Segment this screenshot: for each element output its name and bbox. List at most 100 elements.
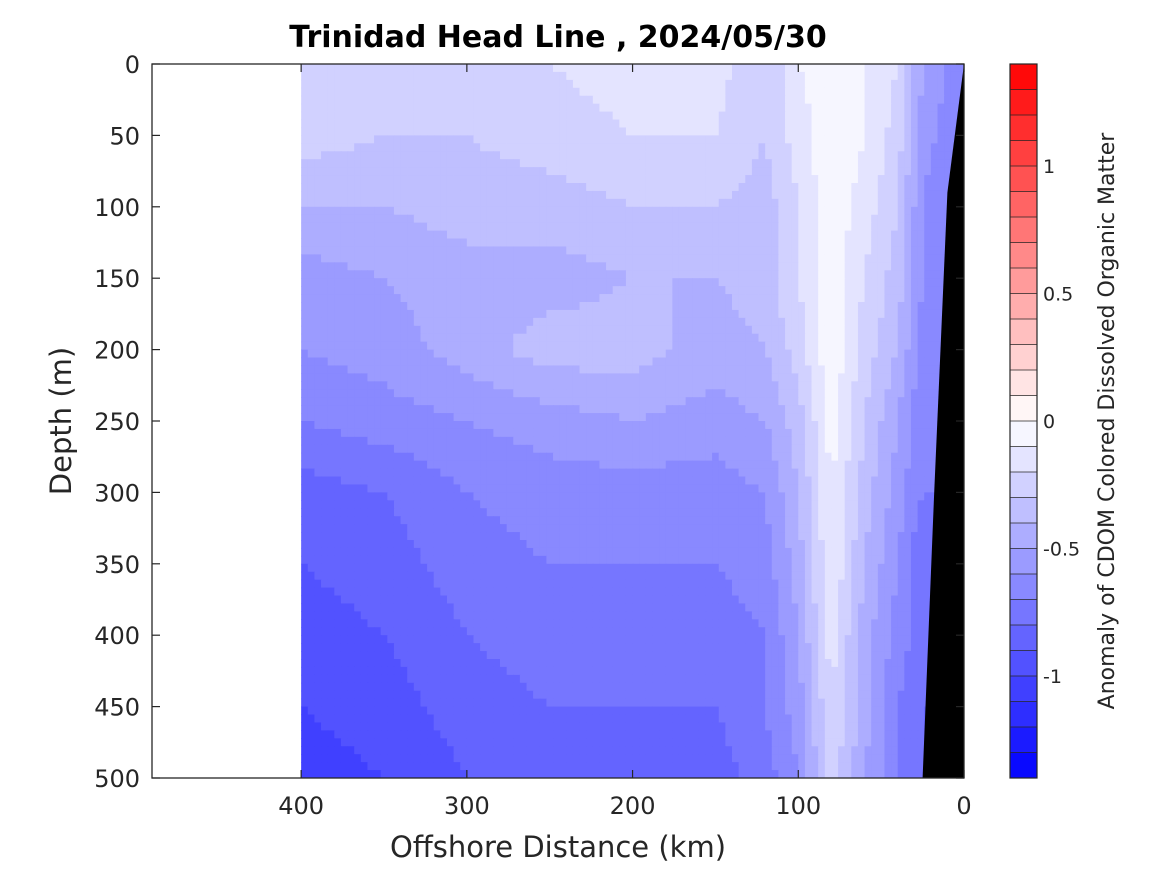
heatmap-cell [917, 95, 925, 105]
heatmap-cell [818, 238, 826, 248]
heatmap-cell [559, 428, 567, 438]
heatmap-cell [771, 270, 779, 279]
heatmap-cell [606, 262, 614, 271]
heatmap-cell [420, 278, 428, 287]
heatmap-cell [712, 317, 720, 327]
heatmap-cell [765, 95, 773, 105]
heatmap-cell [864, 167, 872, 176]
heatmap-cell [897, 79, 905, 89]
heatmap-cell [831, 389, 839, 398]
heatmap-cell [751, 183, 760, 192]
heatmap-cell [354, 286, 362, 295]
heatmap-cell [785, 452, 793, 462]
heatmap-cell [838, 365, 846, 374]
heatmap-cell [685, 159, 693, 168]
heatmap-cell [718, 64, 726, 73]
heatmap-cell [831, 254, 839, 263]
heatmap-cell [857, 405, 866, 414]
heatmap-cell [500, 230, 508, 240]
heatmap-cell [566, 421, 574, 430]
heatmap-cell [599, 452, 607, 462]
heatmap-cell [486, 254, 494, 263]
heatmap-cell [871, 341, 879, 351]
heatmap-cell [533, 119, 541, 129]
heatmap-cell [857, 452, 866, 462]
heatmap-cell [307, 151, 315, 160]
heatmap-cell [354, 444, 362, 454]
heatmap-cell [606, 325, 614, 335]
heatmap-cell [407, 365, 415, 374]
heatmap-cell [791, 405, 799, 414]
heatmap-cell [930, 357, 939, 367]
heatmap-cell [446, 397, 455, 406]
heatmap-cell [380, 302, 388, 311]
heatmap-cell [374, 159, 382, 168]
heatmap-cell [486, 214, 494, 224]
heatmap-cell [824, 151, 833, 160]
heatmap-cell [606, 143, 614, 152]
heatmap-cell [864, 436, 872, 446]
heatmap-cell [685, 452, 693, 462]
heatmap-cell [811, 413, 819, 422]
heatmap-cell [407, 302, 415, 311]
heatmap-cell [765, 214, 773, 224]
heatmap-cell [645, 381, 654, 390]
heatmap-cell [685, 79, 693, 89]
heatmap-cell [380, 262, 388, 271]
heatmap-cell [380, 222, 388, 232]
heatmap-cell [712, 87, 720, 97]
heatmap-cell [705, 389, 713, 398]
heatmap-cell [698, 262, 707, 271]
heatmap-cell [891, 127, 899, 136]
heatmap-cell [466, 79, 475, 89]
heatmap-cell [486, 238, 494, 248]
heatmap-cell [301, 103, 309, 113]
heatmap-cell [526, 309, 534, 319]
heatmap-cell [944, 64, 952, 73]
heatmap-cell [639, 349, 647, 359]
heatmap-cell [904, 413, 912, 422]
heatmap-cell [718, 270, 726, 279]
heatmap-cell [910, 270, 919, 279]
heatmap-cell [533, 317, 541, 327]
heatmap-cell [486, 95, 494, 105]
heatmap-cell [354, 79, 362, 89]
heatmap-cell [433, 159, 441, 168]
heatmap-cell [785, 175, 793, 184]
heatmap-cell [871, 214, 879, 224]
heatmap-cell [844, 111, 852, 121]
heatmap-cell [659, 317, 667, 327]
heatmap-cell [785, 135, 793, 144]
heatmap-cell [340, 397, 349, 406]
heatmap-cell [844, 262, 852, 271]
heatmap-cell [360, 397, 369, 406]
heatmap-cell [831, 111, 839, 121]
heatmap-cell [526, 230, 534, 240]
heatmap-cell [725, 278, 733, 287]
heatmap-cell [877, 413, 886, 422]
heatmap-cell [818, 246, 826, 255]
heatmap-cell [559, 103, 567, 113]
heatmap-cell [546, 325, 554, 335]
heatmap-cell [387, 270, 395, 279]
heatmap-cell [639, 381, 647, 390]
heatmap-cell [466, 190, 475, 200]
heatmap-cell [407, 230, 415, 240]
heatmap-cell [440, 167, 448, 176]
heatmap-cell [765, 71, 773, 81]
heatmap-cell [599, 103, 607, 113]
heatmap-cell [473, 64, 481, 73]
heatmap-cell [513, 175, 521, 184]
heatmap-cell [480, 421, 488, 430]
heatmap-cell [659, 254, 667, 263]
heatmap-cell [838, 159, 846, 168]
heatmap-cell [652, 238, 660, 248]
heatmap-cell [712, 294, 720, 303]
heatmap-cell [738, 286, 746, 295]
heatmap-cell [526, 254, 534, 263]
heatmap-cell [851, 183, 859, 192]
heatmap-cell [785, 64, 793, 73]
heatmap-cell [446, 309, 455, 319]
heatmap-cell [546, 341, 554, 351]
heatmap-cell [732, 389, 740, 398]
